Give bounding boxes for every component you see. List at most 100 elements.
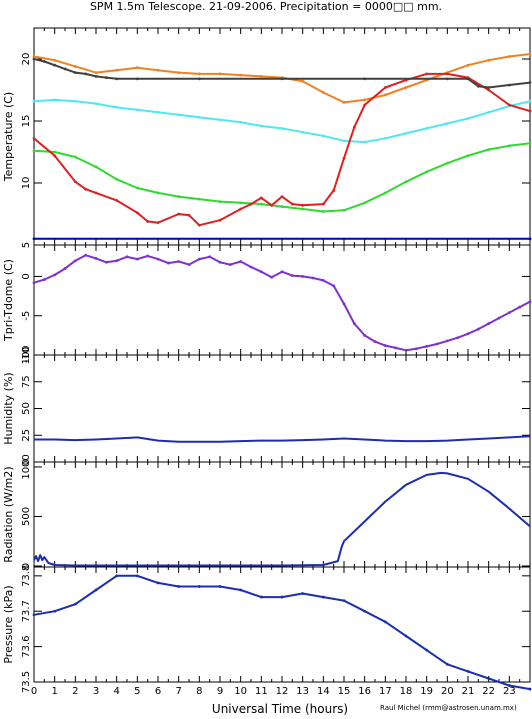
data-point bbox=[84, 253, 88, 257]
data-point bbox=[445, 72, 449, 76]
y-tick-label: 10 bbox=[21, 177, 32, 190]
y-tick-label: 50 bbox=[21, 402, 32, 415]
data-point bbox=[404, 634, 408, 638]
data-point bbox=[332, 284, 336, 288]
data-point bbox=[280, 77, 284, 81]
data-point bbox=[301, 207, 305, 211]
data-point bbox=[73, 99, 77, 103]
data-point bbox=[445, 77, 449, 81]
data-point bbox=[239, 588, 243, 592]
y-tick-label: 73.6 bbox=[21, 635, 32, 657]
y-tick-label: 75 bbox=[21, 375, 32, 388]
y-tick-label: 500 bbox=[21, 507, 32, 526]
data-point bbox=[507, 103, 511, 107]
x-tick-label: 6 bbox=[155, 686, 161, 697]
data-point bbox=[115, 259, 119, 263]
x-tick-label: 23 bbox=[503, 686, 516, 697]
x-tick-label: 0 bbox=[31, 686, 37, 697]
data-point bbox=[321, 595, 325, 599]
x-tick-label: 16 bbox=[358, 686, 371, 697]
data-point bbox=[487, 322, 491, 325]
y-tick-label: -10 bbox=[21, 347, 32, 363]
data-point bbox=[383, 344, 387, 347]
data-point bbox=[239, 120, 243, 124]
data-point bbox=[259, 595, 263, 599]
data-point bbox=[218, 260, 222, 264]
data-point bbox=[115, 77, 119, 81]
panel-frame bbox=[33, 566, 531, 683]
data-point bbox=[425, 127, 429, 130]
y-tick-label: 5 bbox=[21, 242, 32, 248]
data-point bbox=[507, 55, 511, 58]
data-point bbox=[280, 127, 284, 130]
x-tick-label: 7 bbox=[175, 686, 181, 697]
data-point bbox=[425, 170, 429, 174]
data-point bbox=[507, 684, 511, 687]
x-tick-label: 9 bbox=[217, 686, 223, 697]
data-point bbox=[487, 677, 491, 680]
y-axis-label: Temperature (C) bbox=[2, 92, 15, 182]
x-axis-label: Universal Time (hours) bbox=[211, 702, 349, 716]
y-axis-label: Radiation (W/m2) bbox=[2, 466, 15, 562]
series-line bbox=[33, 254, 531, 352]
data-point bbox=[53, 98, 57, 102]
data-point bbox=[270, 275, 274, 279]
data-point bbox=[197, 223, 201, 227]
data-point bbox=[445, 339, 449, 343]
data-point bbox=[528, 237, 532, 241]
data-point bbox=[321, 91, 325, 94]
data-point bbox=[404, 132, 408, 135]
data-point bbox=[425, 72, 429, 76]
data-point bbox=[466, 332, 470, 336]
data-point bbox=[94, 102, 98, 106]
data-point bbox=[53, 154, 57, 158]
data-point bbox=[135, 66, 139, 70]
data-point bbox=[290, 274, 294, 278]
y-tick-label: 73.5 bbox=[21, 671, 32, 693]
data-point bbox=[487, 58, 491, 62]
data-point bbox=[32, 136, 36, 140]
data-point bbox=[135, 574, 139, 578]
data-point bbox=[53, 63, 57, 67]
data-point bbox=[218, 218, 222, 222]
data-point bbox=[135, 257, 139, 261]
data-point bbox=[270, 203, 274, 207]
data-point bbox=[497, 316, 501, 320]
data-point bbox=[115, 177, 119, 181]
data-point bbox=[84, 72, 88, 76]
data-point bbox=[394, 346, 398, 350]
data-point bbox=[115, 198, 119, 202]
data-point bbox=[259, 270, 263, 274]
data-point bbox=[342, 139, 346, 143]
x-tick-label: 21 bbox=[462, 686, 475, 697]
data-point bbox=[218, 585, 222, 588]
data-point bbox=[487, 148, 491, 151]
y-tick-label: 100 bbox=[21, 345, 32, 364]
data-point bbox=[32, 55, 36, 58]
data-point bbox=[445, 161, 449, 165]
data-point bbox=[528, 81, 532, 84]
data-point bbox=[197, 257, 201, 261]
data-point bbox=[53, 609, 57, 613]
data-point bbox=[135, 211, 139, 215]
x-tick-label: 15 bbox=[338, 686, 351, 697]
data-point bbox=[94, 71, 98, 75]
data-point bbox=[301, 275, 305, 278]
data-point bbox=[332, 189, 336, 192]
data-point bbox=[146, 220, 150, 223]
data-point bbox=[528, 300, 532, 303]
data-point bbox=[94, 74, 98, 78]
series-line bbox=[33, 471, 531, 567]
data-point bbox=[94, 191, 98, 195]
panel-frame bbox=[33, 461, 531, 568]
data-point bbox=[259, 124, 263, 128]
data-point bbox=[476, 327, 480, 331]
data-point bbox=[32, 149, 36, 153]
data-point bbox=[466, 63, 470, 67]
data-point bbox=[218, 72, 222, 76]
data-point bbox=[156, 221, 160, 225]
series-line bbox=[33, 98, 531, 144]
data-point bbox=[301, 79, 305, 83]
data-point bbox=[73, 602, 77, 606]
data-point bbox=[321, 210, 325, 213]
